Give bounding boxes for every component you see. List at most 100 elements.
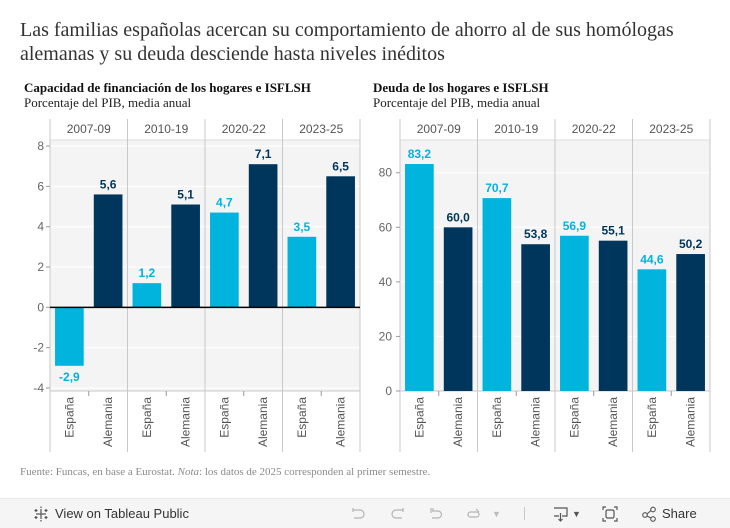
fullscreen-button[interactable] — [602, 499, 618, 528]
data-label: 50,2 — [679, 237, 703, 251]
chart-left-subtitle: Porcentaje del PIB, media anual — [24, 95, 192, 110]
bar-espana — [210, 212, 239, 308]
category-label: España — [295, 397, 309, 438]
period-header: 2023-25 — [649, 122, 693, 136]
category-label: España — [567, 397, 581, 438]
category-label: Alemania — [256, 397, 270, 447]
period-header: 2020-22 — [572, 122, 616, 136]
y-tick-label: 40 — [379, 275, 393, 289]
y-tick-label: 8 — [37, 139, 44, 153]
y-tick-label: 4 — [37, 220, 44, 234]
charts-canvas: 2007-09 2010-19 2020-22 2023-25 -4 -2 0 2 4 6 8 -2,… — [33, 119, 711, 452]
y-tick-label: -2 — [33, 341, 44, 355]
category-label: Alemania — [101, 397, 115, 447]
data-label: 3,5 — [294, 220, 311, 234]
data-label: 7,1 — [255, 147, 272, 161]
y-tick-label: 6 — [37, 179, 44, 193]
view-on-tableau-label: View on Tableau Public — [55, 506, 189, 521]
tableau-toolbar: View on Tableau Public ▼ ▼ Share — [0, 498, 730, 528]
bar-alemania — [443, 227, 473, 391]
share-icon — [642, 506, 656, 522]
y-tick-label: 80 — [379, 166, 393, 180]
category-label: Alemania — [529, 397, 543, 447]
bar-alemania — [521, 244, 550, 391]
undo-icon — [352, 507, 365, 519]
period-header: 2007-09 — [67, 122, 111, 136]
bar-alemania — [598, 240, 628, 391]
bar-espana — [637, 269, 667, 391]
download-icon — [554, 506, 568, 522]
category-label: España — [62, 397, 76, 438]
y-tick-label: 0 — [37, 300, 44, 314]
dropdown-caret-icon: ▼ — [492, 508, 501, 519]
y-tick-label: 2 — [37, 260, 44, 274]
footer-nota-label: Nota — [177, 466, 200, 478]
data-label: 1,2 — [139, 266, 156, 280]
download-caret-icon: ▼ — [572, 508, 581, 519]
bar-alemania — [171, 204, 200, 308]
data-label: 5,6 — [100, 177, 117, 191]
bar-espana — [287, 236, 317, 308]
bar-espana — [482, 198, 512, 391]
share-button[interactable]: Share — [641, 499, 697, 528]
period-header: 2023-25 — [299, 122, 343, 136]
refresh-button[interactable] — [466, 499, 482, 528]
data-label: 83,2 — [408, 147, 432, 161]
bar-espana — [560, 235, 589, 391]
category-label: Alemania — [684, 397, 698, 447]
period-header: 2020-22 — [222, 122, 266, 136]
y-tick-label: 20 — [379, 329, 393, 343]
data-label: 5,1 — [177, 188, 194, 202]
view-on-tableau-button[interactable]: View on Tableau Public — [33, 499, 189, 528]
chart-right: 2007-09 2010-19 2020-22 2023-25 0 20 40 60 80 83,… — [379, 119, 711, 452]
data-label: 70,7 — [485, 181, 509, 195]
bar-alemania — [248, 164, 278, 308]
category-label: España — [490, 397, 504, 438]
data-label: -2,9 — [59, 370, 80, 384]
redo-button[interactable] — [390, 499, 406, 528]
revert-icon — [430, 507, 443, 519]
data-label: 4,7 — [216, 196, 233, 210]
period-header: 2007-09 — [417, 122, 461, 136]
period-header: 2010-19 — [144, 122, 188, 136]
data-label: 55,1 — [601, 224, 625, 238]
chart-left-title: Capacidad de financiación de los hogares… — [24, 80, 311, 95]
period-header: 2010-19 — [494, 122, 538, 136]
refresh-icon — [467, 508, 480, 518]
tableau-logo-icon — [34, 506, 48, 521]
toolbar-divider — [524, 507, 525, 520]
footer-note: Fuente: Funcas, en base a Eurostat. Nota… — [20, 466, 430, 478]
bar-espana — [55, 307, 84, 366]
category-label: España — [412, 397, 426, 438]
chart-right-subtitle: Porcentaje del PIB, media anual — [373, 95, 541, 110]
bar-alemania — [326, 176, 355, 308]
y-tick-label: -4 — [33, 381, 44, 395]
dashboard-title: Las familias españolas acercan su compor… — [20, 19, 674, 65]
y-tick-label: 0 — [385, 384, 392, 398]
footer-source: Fuente: Funcas, en base a Eurostat. — [20, 466, 178, 478]
category-label: Alemania — [179, 397, 193, 447]
category-label: España — [645, 397, 659, 438]
pause-dropdown[interactable]: ▼ — [492, 499, 501, 528]
category-label: España — [217, 397, 231, 438]
data-label: 53,8 — [524, 227, 548, 241]
share-label: Share — [662, 506, 697, 521]
chart-left: 2007-09 2010-19 2020-22 2023-25 -4 -2 0 2 4 6 8 -2,… — [33, 119, 361, 452]
category-label: Alemania — [606, 397, 620, 447]
category-label: Alemania — [334, 397, 348, 447]
data-label: 44,6 — [640, 252, 664, 266]
y-tick-label: 60 — [379, 220, 393, 234]
footer-nota-text: : los datos de 2025 corresponden al prim… — [199, 466, 431, 478]
chart-right-title: Deuda de los hogares e ISFLSH — [373, 80, 549, 95]
undo-button[interactable] — [350, 499, 366, 528]
data-label: 6,5 — [332, 159, 349, 173]
data-label: 56,9 — [563, 219, 587, 233]
redo-icon — [391, 507, 404, 519]
revert-button[interactable] — [428, 499, 444, 528]
bar-alemania — [676, 254, 705, 391]
bar-espana — [405, 164, 434, 391]
category-label: Alemania — [451, 397, 465, 447]
download-button[interactable]: ▼ — [552, 499, 581, 528]
fullscreen-icon — [602, 505, 618, 522]
bar-espana — [132, 283, 162, 308]
